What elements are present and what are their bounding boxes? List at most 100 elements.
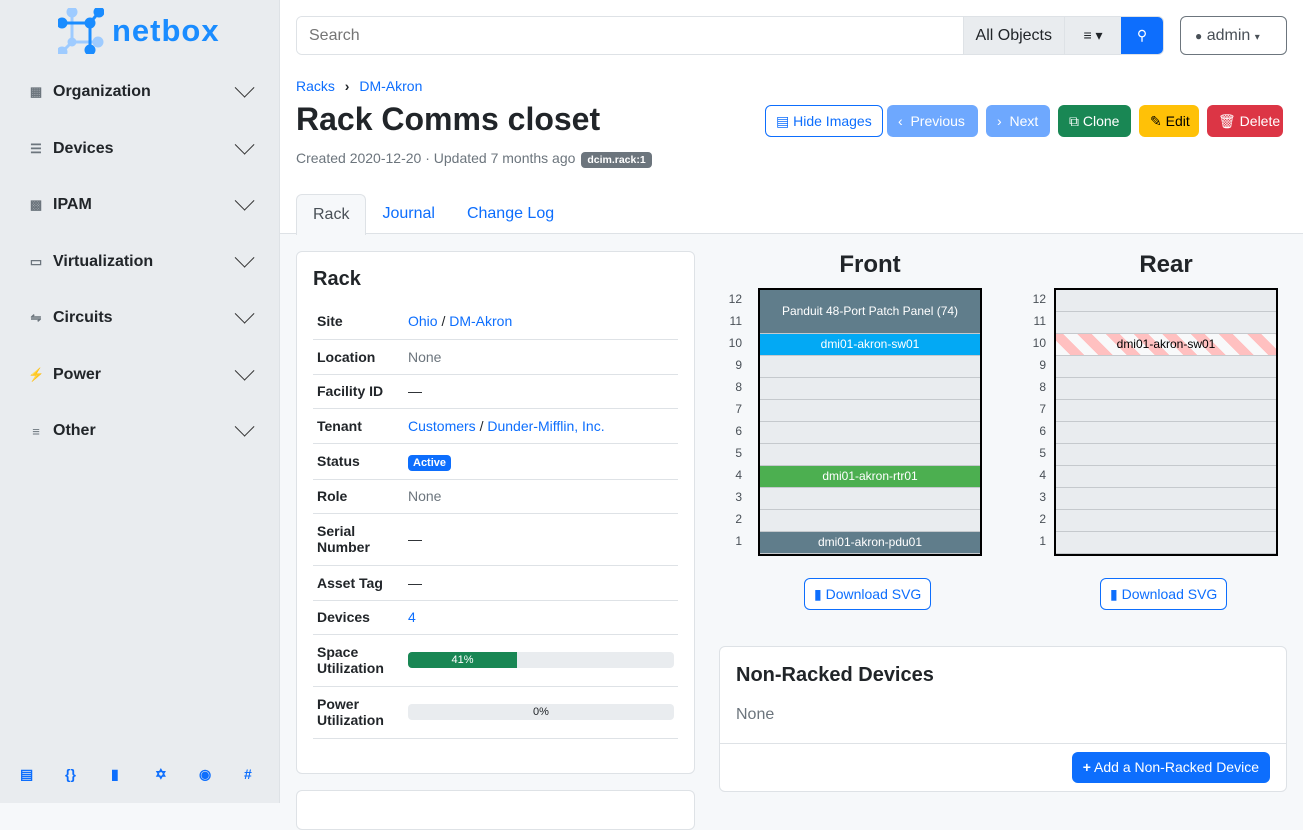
graphql-icon[interactable]: ✡ — [155, 766, 167, 782]
rear-rack-elevation: dmi01-akron-sw01 — [1054, 288, 1278, 556]
next-button[interactable]: › Next — [986, 105, 1050, 137]
breadcrumb-racks[interactable]: Racks — [296, 78, 335, 94]
search-button[interactable]: ⚲ — [1121, 17, 1163, 54]
netbox-logo-icon — [58, 8, 104, 54]
clone-button[interactable]: ⧉ Clone — [1058, 105, 1131, 137]
page-title: Rack Comms closet — [296, 101, 601, 137]
chevron-down-icon — [234, 360, 255, 381]
sidebar-item-power[interactable]: ⚡ Power — [28, 360, 255, 385]
rack-unit-slot[interactable] — [1056, 510, 1276, 532]
sidebar-item-label: Circuits — [53, 309, 113, 326]
sidebar-item-devices[interactable]: ☰ Devices — [28, 134, 255, 159]
rack-unit-number: 2 — [1039, 512, 1046, 526]
pencil-icon: ✎ — [1150, 113, 1162, 129]
table-row: Location None — [313, 339, 678, 375]
rack-unit-slot[interactable] — [1056, 444, 1276, 466]
filter-dropdown[interactable]: ≡ ▾ — [1064, 17, 1121, 54]
search-input[interactable] — [297, 17, 963, 54]
next-card — [296, 790, 695, 830]
rack-unit-slot[interactable] — [760, 378, 980, 400]
file-download-icon: ▮ — [814, 586, 822, 602]
download-front-svg-button[interactable]: ▮ Download SVG — [804, 578, 932, 610]
rack-unit-number: 7 — [1039, 402, 1046, 416]
sidebar-item-other[interactable]: ≡ Other — [28, 416, 255, 441]
rack-unit-slot[interactable] — [1056, 312, 1276, 334]
rack-unit-number: 3 — [1039, 490, 1046, 504]
user-menu[interactable]: ● admin ▾ — [1180, 16, 1287, 55]
rack-unit-slot[interactable] — [1056, 400, 1276, 422]
previous-button[interactable]: ‹ Previous — [887, 105, 978, 137]
tenant-group-link[interactable]: Customers — [408, 417, 476, 434]
monitor-icon: ▭ — [29, 254, 43, 269]
front-elevation-title: Front — [839, 251, 901, 278]
rack-unit-slot[interactable] — [1056, 488, 1276, 510]
rack-unit-slot[interactable] — [1056, 466, 1276, 488]
rack-device[interactable]: dmi01-akron-sw01 — [1056, 334, 1276, 356]
chevron-down-icon — [234, 190, 255, 211]
download-rear-svg-button[interactable]: ▮ Download SVG — [1100, 578, 1228, 610]
filter-icon: ≡ ▾ — [1083, 27, 1103, 43]
status-badge: Active — [408, 455, 452, 471]
site-link[interactable]: DM-Akron — [449, 313, 513, 330]
rack-unit-slot[interactable] — [1056, 532, 1276, 554]
edit-button[interactable]: ✎ Edit — [1139, 105, 1199, 137]
sidebar: netbox ▦ Organization ☰ Devices ▩ IPAM ▭ Virtua… — [0, 0, 280, 803]
rack-unit-slot[interactable] — [1056, 422, 1276, 444]
rack-unit-slot[interactable] — [760, 444, 980, 466]
hide-images-button[interactable]: ▤ Hide Images — [765, 105, 883, 137]
sidebar-item-ipam[interactable]: ▩ IPAM — [28, 190, 255, 215]
rack-unit-slot[interactable] — [760, 400, 980, 422]
rack-device[interactable]: dmi01-akron-sw01 — [760, 334, 980, 356]
netbox-logo[interactable]: netbox — [58, 8, 220, 54]
search-bar: All Objects ≡ ▾ ⚲ — [296, 16, 1164, 55]
bolt-icon: ⚡ — [28, 367, 45, 382]
power-utilization-bar: 0% — [408, 704, 674, 720]
devices-link[interactable]: 4 — [408, 609, 416, 625]
rack-unit-number: 5 — [735, 446, 742, 460]
table-row: Facility ID — — [313, 374, 678, 409]
rack-unit-number: 9 — [1039, 358, 1046, 372]
plus-icon: + — [1082, 759, 1091, 775]
table-row: Tenant Customers / Dunder-Mifflin, Inc. — [313, 408, 678, 444]
username: admin — [1206, 27, 1251, 44]
rack-unit-slot[interactable] — [760, 356, 980, 378]
rack-unit-number: 7 — [735, 402, 742, 416]
search-scope-select[interactable]: All Objects — [962, 17, 1064, 54]
rack-device[interactable]: dmi01-akron-rtr01 — [760, 466, 980, 488]
add-non-racked-device-button[interactable]: + Add a Non-Racked Device — [1071, 752, 1270, 783]
rack-device[interactable]: Panduit 48-Port Patch Panel (74) — [760, 290, 980, 334]
card-title: Rack — [313, 268, 361, 290]
rack-device[interactable]: dmi01-akron-pdu01 — [760, 532, 980, 554]
delete-button[interactable]: 🗑 Delete — [1207, 105, 1283, 137]
sidebar-item-circuits[interactable]: ⇋ Circuits — [28, 303, 255, 328]
rack-unit-slot[interactable] — [1056, 290, 1276, 312]
breadcrumb-site[interactable]: DM-Akron — [359, 78, 423, 94]
rack-unit-slot[interactable] — [760, 510, 980, 532]
table-row: Role None — [313, 479, 678, 514]
tab-journal[interactable]: Journal — [382, 205, 435, 222]
rack-unit-number: 1 — [735, 534, 742, 548]
region-link[interactable]: Ohio — [408, 313, 438, 330]
chevron-down-icon — [234, 247, 255, 268]
slack-icon[interactable]: # — [244, 766, 252, 782]
non-racked-value: None — [736, 706, 775, 723]
tab-rack[interactable]: Rack — [296, 194, 367, 235]
rack-unit-slot[interactable] — [760, 488, 980, 510]
rack-unit-slot[interactable] — [1056, 356, 1276, 378]
rack-unit-number: 9 — [735, 358, 742, 372]
sidebar-item-virtualization[interactable]: ▭ Virtualization — [28, 247, 255, 272]
tenant-link[interactable]: Dunder-Mifflin, Inc. — [487, 417, 605, 434]
api-icon[interactable]: {} — [65, 766, 76, 782]
rack-unit-number: 11 — [729, 314, 742, 328]
book-icon[interactable]: ▮ — [111, 766, 119, 782]
page-meta: Created 2020-12-20 · Updated 7 months ag… — [296, 150, 652, 168]
rack-unit-number: 12 — [728, 292, 742, 306]
docs-icon[interactable]: ▤ — [20, 766, 34, 782]
github-icon[interactable]: ◉ — [199, 766, 212, 782]
rack-unit-slot[interactable] — [1056, 378, 1276, 400]
tab-changelog[interactable]: Change Log — [466, 205, 555, 222]
sidebar-item-organization[interactable]: ▦ Organization — [28, 77, 255, 102]
rack-unit-slot[interactable] — [760, 422, 980, 444]
sidebar-item-label: Organization — [53, 83, 151, 100]
rack-card: Rack Site Ohio / DM-Akron Location None Fa… — [296, 251, 695, 774]
